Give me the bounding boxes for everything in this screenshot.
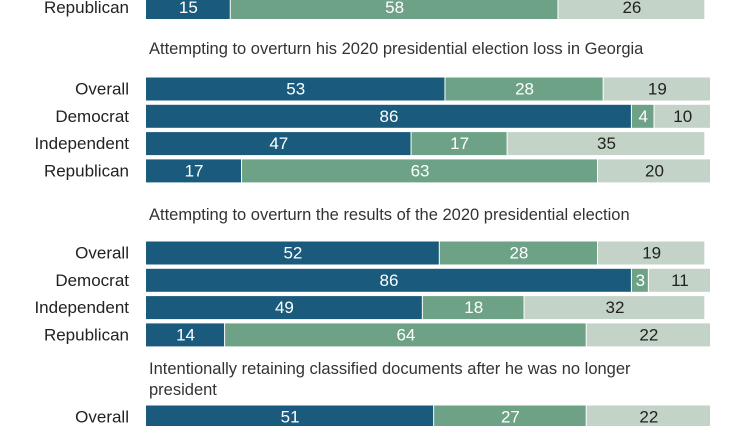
- bar-segment: [146, 159, 242, 183]
- row-label: Overall: [75, 408, 129, 426]
- data-label: 3: [636, 271, 645, 290]
- bar-segment: [598, 159, 710, 183]
- data-label: 51: [281, 408, 300, 426]
- panel-title: Attempting to overturn his 2020 presiden…: [149, 40, 644, 58]
- bar-segment: [411, 132, 507, 156]
- bar-segment: [146, 323, 225, 347]
- bar-segment: [146, 0, 230, 19]
- row-label: Overall: [75, 244, 129, 263]
- row-label: Independent: [34, 134, 129, 153]
- bar-segment: [586, 405, 710, 426]
- bar-segment: [439, 241, 597, 265]
- data-label: 49: [275, 298, 294, 317]
- bar-segment: [598, 241, 705, 265]
- bar-segment: [146, 104, 631, 128]
- row-label: Republican: [44, 0, 129, 17]
- bar-segment: [586, 323, 710, 347]
- data-label: 64: [396, 325, 415, 344]
- row-label: Overall: [75, 80, 129, 99]
- data-label: 20: [645, 161, 664, 180]
- data-label: 22: [639, 408, 658, 426]
- bar-segment: [558, 0, 705, 19]
- row-label: Republican: [44, 325, 129, 344]
- bar-segment: [146, 132, 411, 156]
- bar-segment: [654, 104, 710, 128]
- data-label: 52: [283, 244, 302, 263]
- data-label: 22: [639, 325, 658, 344]
- data-label: 58: [385, 0, 404, 17]
- data-label: 4: [638, 107, 647, 126]
- bar-segment: [631, 104, 654, 128]
- panel-title: Intentionally retaining classified docum…: [149, 360, 631, 378]
- bar-segment: [146, 296, 422, 320]
- data-label: 63: [411, 161, 430, 180]
- bar-segment: [230, 0, 558, 19]
- data-label: 18: [464, 298, 483, 317]
- bar-segment: [146, 77, 445, 101]
- data-label: 86: [379, 107, 398, 126]
- panel-title: Attempting to overturn the results of th…: [149, 206, 630, 224]
- row-label: Democrat: [55, 271, 129, 290]
- data-label: 14: [176, 325, 195, 344]
- data-label: 11: [671, 271, 689, 290]
- row-label: Republican: [44, 161, 129, 180]
- bar-segment: [146, 405, 434, 426]
- data-label: 19: [642, 244, 661, 263]
- data-label: 19: [648, 80, 667, 99]
- bar-segment: [603, 77, 710, 101]
- bar-segment: [146, 268, 631, 292]
- bar-segment: [146, 241, 439, 265]
- row-label: Democrat: [55, 107, 129, 126]
- data-label: 32: [605, 298, 624, 317]
- bar-segment: [524, 296, 705, 320]
- row-label: Independent: [34, 298, 129, 317]
- data-label: 86: [379, 271, 398, 290]
- bar-segment: [445, 77, 603, 101]
- data-label: 10: [673, 107, 692, 126]
- data-label: 17: [185, 161, 204, 180]
- data-label: 28: [515, 80, 534, 99]
- data-label: 26: [622, 0, 641, 17]
- data-label: 17: [450, 134, 469, 153]
- panel-title: president: [149, 381, 217, 399]
- data-label: 27: [501, 408, 520, 426]
- bar-segment: [225, 323, 586, 347]
- bar-segment: [507, 132, 705, 156]
- data-label: 47: [269, 134, 288, 153]
- data-label: 35: [597, 134, 616, 153]
- bar-segment: [422, 296, 524, 320]
- bar-segment: [648, 268, 710, 292]
- bar-segment: [434, 405, 586, 426]
- data-label: 53: [286, 80, 305, 99]
- data-label: 28: [509, 244, 528, 263]
- data-label: 15: [179, 0, 198, 17]
- bar-segment: [631, 268, 648, 292]
- bar-segment: [242, 159, 598, 183]
